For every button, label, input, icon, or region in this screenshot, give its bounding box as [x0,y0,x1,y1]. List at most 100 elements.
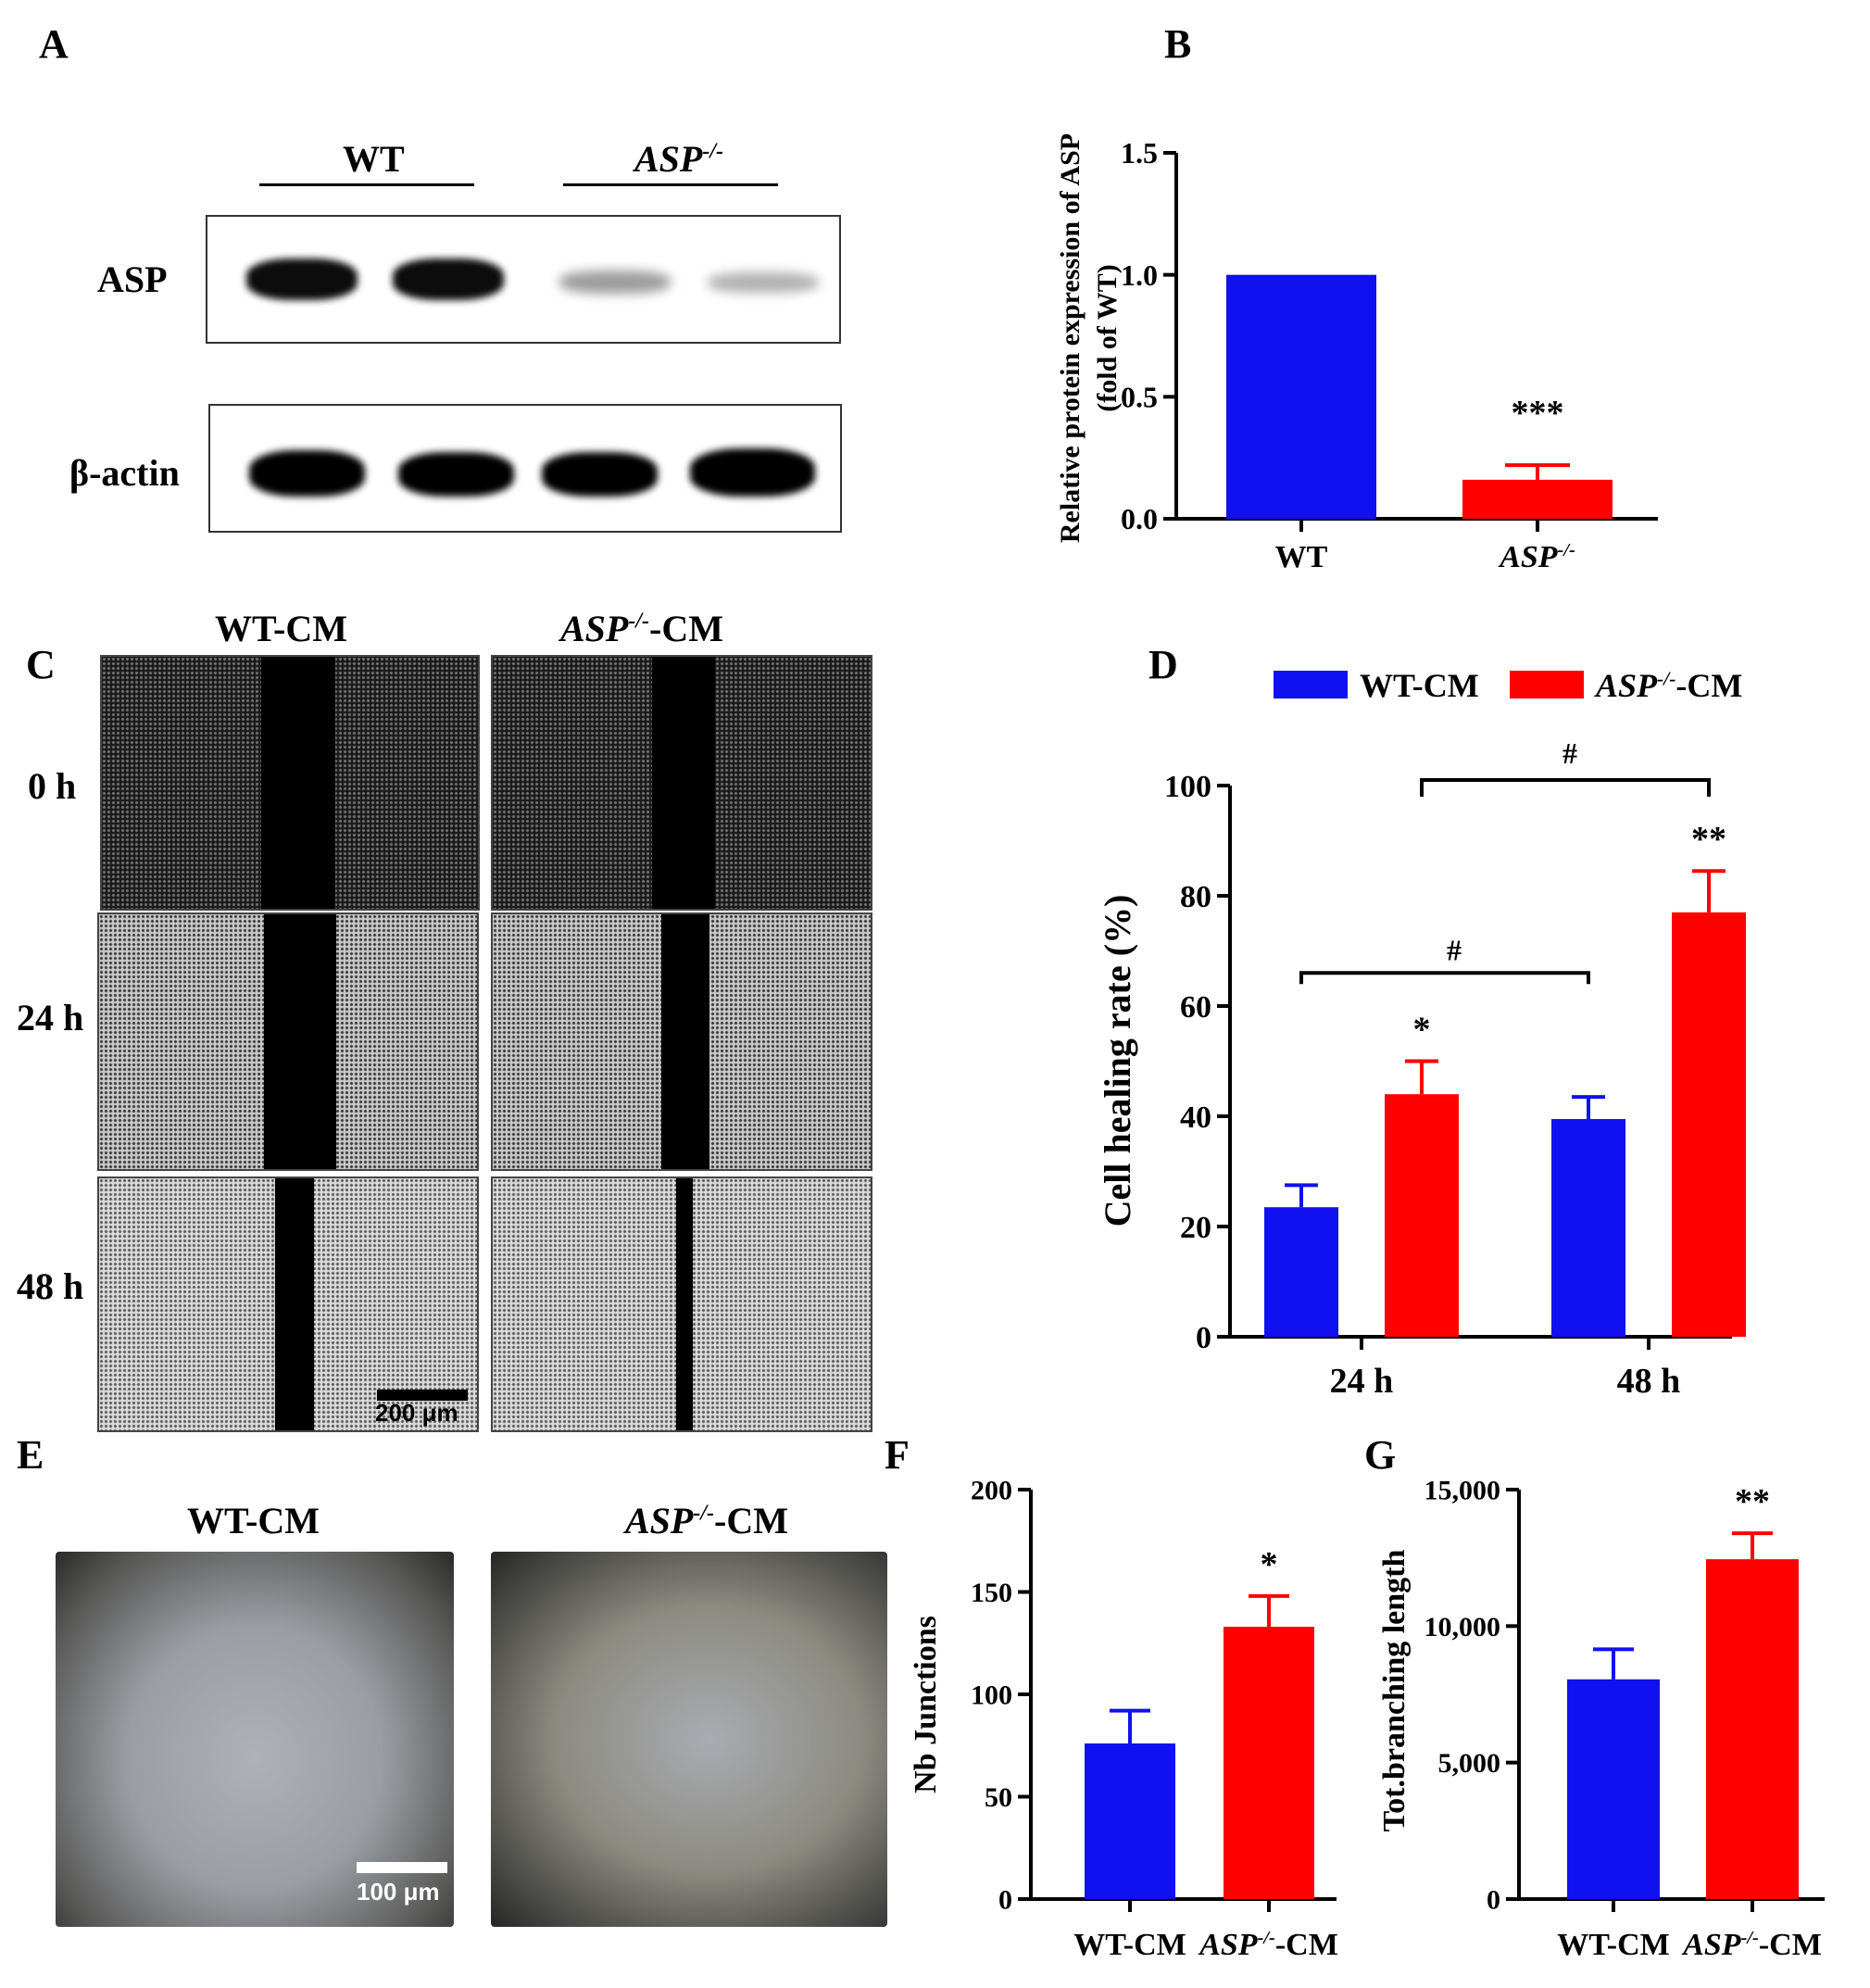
bar [1264,1207,1338,1337]
bar [1226,274,1376,519]
y-axis-title: Cell healing rate (%) [1097,895,1138,1227]
bar [1085,1743,1175,1899]
scratch-image-wt-48h: 200 μm [97,1176,479,1432]
tube-col-wt-label: WT-CM [187,1500,320,1541]
y-axis-title: Relative protein expression of ASP [1055,133,1086,543]
tube-col-asp-label: ASP-/--CM [625,1500,788,1541]
y-tick-label: 20 [1180,1211,1211,1245]
scratch-image-asp-0h [491,655,872,911]
blot-actin [208,404,842,533]
legend-swatch-wt [1274,671,1348,698]
scratch-col-asp-label: ASP-/--CM [560,608,723,649]
x-tick-label: ASP-/--CM [1681,1928,1822,1962]
significance-label: ** [1735,1482,1770,1521]
chart-b: 0.0 0.5 1.0 1.5 WT ASP-/- *** Relative protein … [1055,133,1658,574]
scale-bar-label: 200 μm [375,1399,458,1427]
bar [1672,912,1746,1337]
bar [1224,1627,1314,1899]
y-tick-label: 100 [971,1680,1012,1711]
y-tick-label: 150 [971,1578,1012,1608]
x-tick-label: WT-CM [1557,1928,1670,1962]
x-tick-label: 48 h [1617,1362,1681,1401]
blot-band [398,452,514,497]
blot-band [249,450,365,497]
bracket-label: # [1563,736,1577,770]
scratch-gap [661,914,709,1169]
bar [1385,1094,1459,1337]
y-tick-label: 1.5 [1121,136,1158,170]
y-tick-label: 10,000 [1424,1612,1501,1642]
panel-letter-g: G [1364,1432,1397,1478]
scale-bar [357,1862,447,1873]
panel-letter-f: F [885,1432,910,1478]
blot-band [246,258,358,300]
y-tick-label: 50 [985,1782,1012,1813]
blot-row-actin-label: β-actin [69,452,180,494]
scratch-gap [652,657,715,909]
y-tick-label: 0.0 [1121,502,1158,535]
bar [1462,479,1613,519]
y-tick-label: 5,000 [1438,1748,1501,1779]
y-tick-label: 100 [1164,770,1211,804]
y-tick-label: 0 [1196,1321,1211,1355]
bar [1567,1679,1660,1899]
panel-letter-e: E [17,1432,44,1478]
y-axis-title: (fold of WT) [1092,264,1123,411]
scratch-gap [275,1178,314,1430]
panel-letter-b: B [1164,21,1192,67]
bracket-label: # [1447,933,1462,966]
scratch-image-wt-0h [100,655,480,911]
x-tick-label: WT [1275,540,1328,574]
significance-bracket [1299,971,1590,985]
scratch-gap [261,657,335,909]
y-tick-label: 60 [1180,990,1211,1025]
x-tick-label: ASP-/--CM [1198,1928,1338,1962]
y-tick-label: 1.0 [1121,258,1158,292]
scratch-image-wt-24h [97,912,479,1171]
panel-letter-d: D [1148,642,1178,687]
significance-label: * [1413,1011,1431,1050]
y-axis-title: Nb Junctions [909,1616,943,1793]
y-tick-label: 15,000 [1424,1476,1501,1506]
scale-bar-label: 100 μm [357,1878,440,1906]
blot-band [542,452,658,497]
scratch-row-48h-label: 48 h [17,1265,84,1307]
x-tick-label: WT-CM [1073,1928,1186,1962]
blot-asp [206,215,841,344]
scratch-row-0h-label: 0 h [28,765,77,807]
legend-label-asp: ASP-/--CM [1594,667,1742,704]
chart-f: 0 50 100 150 200 WT-CM ASP-/--CM * Nb Junctions [909,1476,1338,1963]
blot-group-wt-line [259,183,474,186]
tube-image-wt: 100 μm [56,1552,454,1927]
y-tick-label: 0 [1487,1885,1500,1916]
significance-label: * [1261,1545,1278,1584]
significance-label: *** [1512,394,1564,433]
scratch-row-24h-label: 24 h [17,997,84,1038]
bar [1551,1118,1625,1337]
chart-g: 0 5,000 10,000 15,000 WT-CM ASP-/--CM ** Tot.br… [1377,1476,1825,1962]
scratch-image-asp-48h [491,1176,872,1432]
y-axis-title: Tot.branching length [1377,1550,1412,1832]
blot-group-asp-line [563,183,778,186]
blot-band [690,448,815,497]
panel-letter-c: C [26,642,56,687]
legend-swatch-asp [1510,671,1584,698]
scale-bar [377,1390,468,1401]
blot-group-asp-label: ASP-/- [634,138,724,180]
significance-label: ** [1691,820,1726,859]
panel-letter-a: A [39,21,69,67]
scratch-image-asp-24h [491,912,872,1171]
x-tick-label: 24 h [1330,1362,1394,1401]
x-tick-label: ASP-/- [1498,540,1575,574]
y-tick-label: 0.5 [1121,381,1158,414]
y-tick-label: 200 [971,1476,1012,1506]
legend-label-wt: WT-CM [1360,667,1479,704]
blot-band [393,258,504,300]
bar [1706,1559,1799,1899]
scratch-gap [676,1178,693,1430]
y-tick-label: 80 [1180,880,1211,914]
y-tick-label: 40 [1180,1101,1211,1135]
y-tick-label: 0 [998,1885,1012,1916]
scratch-gap [264,914,336,1169]
